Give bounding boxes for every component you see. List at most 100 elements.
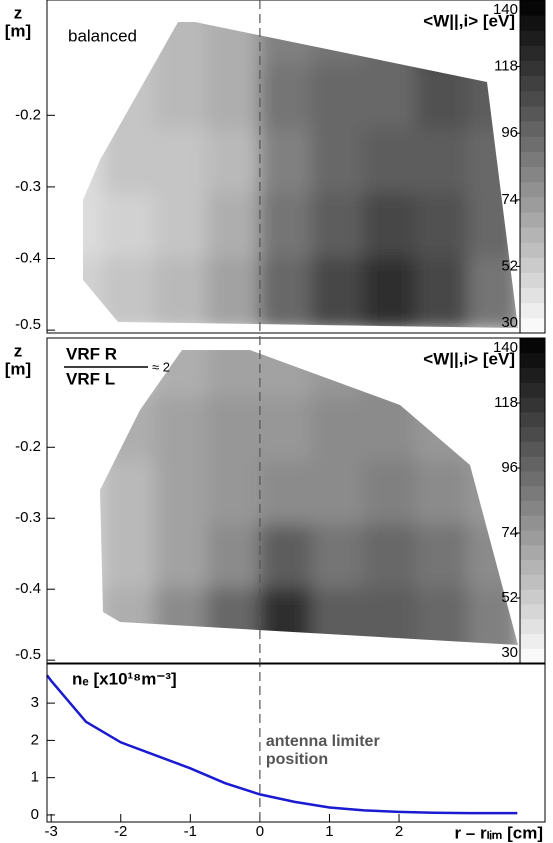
colorbar-step (520, 181, 545, 198)
y-tick-label: -0.3 (15, 509, 41, 526)
x-tick-label: 0 (256, 823, 264, 840)
heat-cell (415, 257, 470, 328)
colorbar-step (520, 367, 545, 383)
colorbar-step (520, 242, 545, 258)
colorbar-step (520, 485, 545, 501)
density-line (46, 674, 518, 815)
colorbar-step (520, 441, 545, 457)
colorbar-step (520, 151, 545, 167)
x-label: r – rₗᵢₘ [cm] (454, 823, 543, 842)
ratio-value: ≈ 2 (152, 359, 170, 374)
heat-cell (154, 193, 209, 260)
heat-cell (258, 460, 314, 527)
heat-cell (363, 257, 418, 328)
heat-cell (154, 588, 209, 645)
heat-cell (415, 396, 470, 463)
colorbar-step (520, 196, 545, 213)
heat-cell (206, 524, 261, 591)
y-label: [m] (5, 21, 31, 40)
y-tick-label: -0.5 (15, 646, 41, 663)
heat-cell (415, 22, 470, 67)
heat-cell (258, 257, 314, 328)
colorbar-step (520, 45, 545, 62)
colorbar-step (520, 470, 545, 487)
heat-cell (363, 524, 418, 591)
heat-cell (363, 22, 418, 67)
colorbar-step (520, 456, 545, 472)
colorbar-step (520, 166, 545, 183)
colorbar-step (520, 530, 545, 546)
colorbar-step (520, 60, 545, 77)
heat-cell (102, 257, 157, 328)
y-tick-label: -0.4 (15, 580, 41, 597)
heat-cell (258, 588, 314, 645)
colorbar-tick-label: 118 (494, 394, 518, 411)
heat-cell (102, 350, 157, 399)
y-tick-label: -0.2 (15, 106, 41, 123)
colorbar-step (520, 30, 545, 46)
x-tick-label: 2 (395, 823, 403, 840)
heat-cell (363, 588, 418, 645)
y-tick-label: -0.2 (15, 438, 41, 455)
colorbar-label: <W||,i> [eV] (423, 11, 515, 30)
heat-cell (311, 524, 366, 591)
colorbar-step (520, 90, 545, 107)
heat-cell (102, 193, 157, 260)
heat-cell (206, 396, 261, 463)
y-label: [m] (5, 359, 31, 378)
colorbar-step (520, 544, 545, 561)
heat-cell (415, 460, 470, 527)
colorbar-step (520, 105, 545, 122)
heat-cell (100, 460, 105, 527)
heat-cell (154, 257, 209, 328)
colorbar-tick-label: 74 (501, 524, 518, 541)
colorbar-step (520, 603, 545, 620)
colorbar-step (520, 287, 545, 304)
colorbar-tick-label: 118 (494, 58, 518, 75)
heat-cell (100, 588, 105, 645)
annotation: position (266, 751, 328, 768)
colorbar-tick-label: 30 (501, 644, 518, 661)
heat-cell (100, 524, 105, 591)
heat-cell (83, 128, 105, 196)
y-tick-label: 2 (31, 731, 39, 748)
colorbar-step (520, 15, 545, 31)
heat-cell (311, 588, 366, 645)
colorbar-label: <W||,i> [eV] (423, 349, 515, 368)
heat-cell (102, 128, 157, 196)
heat-cell (415, 193, 470, 260)
heat-cell (102, 524, 157, 591)
heat-cell (311, 64, 366, 131)
colorbar-step (520, 257, 545, 273)
heat-cell (311, 128, 366, 196)
heat-cell (258, 524, 314, 591)
colorbar-step (520, 317, 545, 334)
colorbar-tick-label: 74 (501, 191, 518, 208)
heatmap (83, 22, 518, 328)
annotation: antenna limiter (266, 733, 380, 750)
heat-cell (363, 396, 418, 463)
colorbar-tick-label: 140 (493, 339, 518, 356)
heat-cell (258, 128, 314, 196)
colorbar-step (520, 121, 545, 137)
colorbar-step (520, 227, 545, 243)
ratio-denominator: VRF L (66, 369, 115, 388)
colorbar-step (520, 397, 545, 413)
y-label: z (14, 341, 23, 360)
colorbar-step (520, 338, 545, 354)
heat-cell (83, 257, 105, 328)
plot-frame (46, 337, 521, 664)
heat-cell (100, 350, 105, 399)
colorbar-tick-label: 96 (501, 124, 518, 141)
heat-cell (154, 396, 209, 463)
y-tick-label: 0 (31, 806, 39, 823)
heat-cell (206, 257, 261, 328)
heat-cell (154, 22, 209, 67)
plot-frame (46, 663, 546, 823)
x-tick-label: 1 (325, 823, 333, 840)
heat-cell (415, 64, 470, 131)
heat-cell (258, 193, 314, 260)
heat-cell (206, 64, 261, 131)
heat-cell (206, 128, 261, 196)
colorbar-step (520, 559, 545, 575)
